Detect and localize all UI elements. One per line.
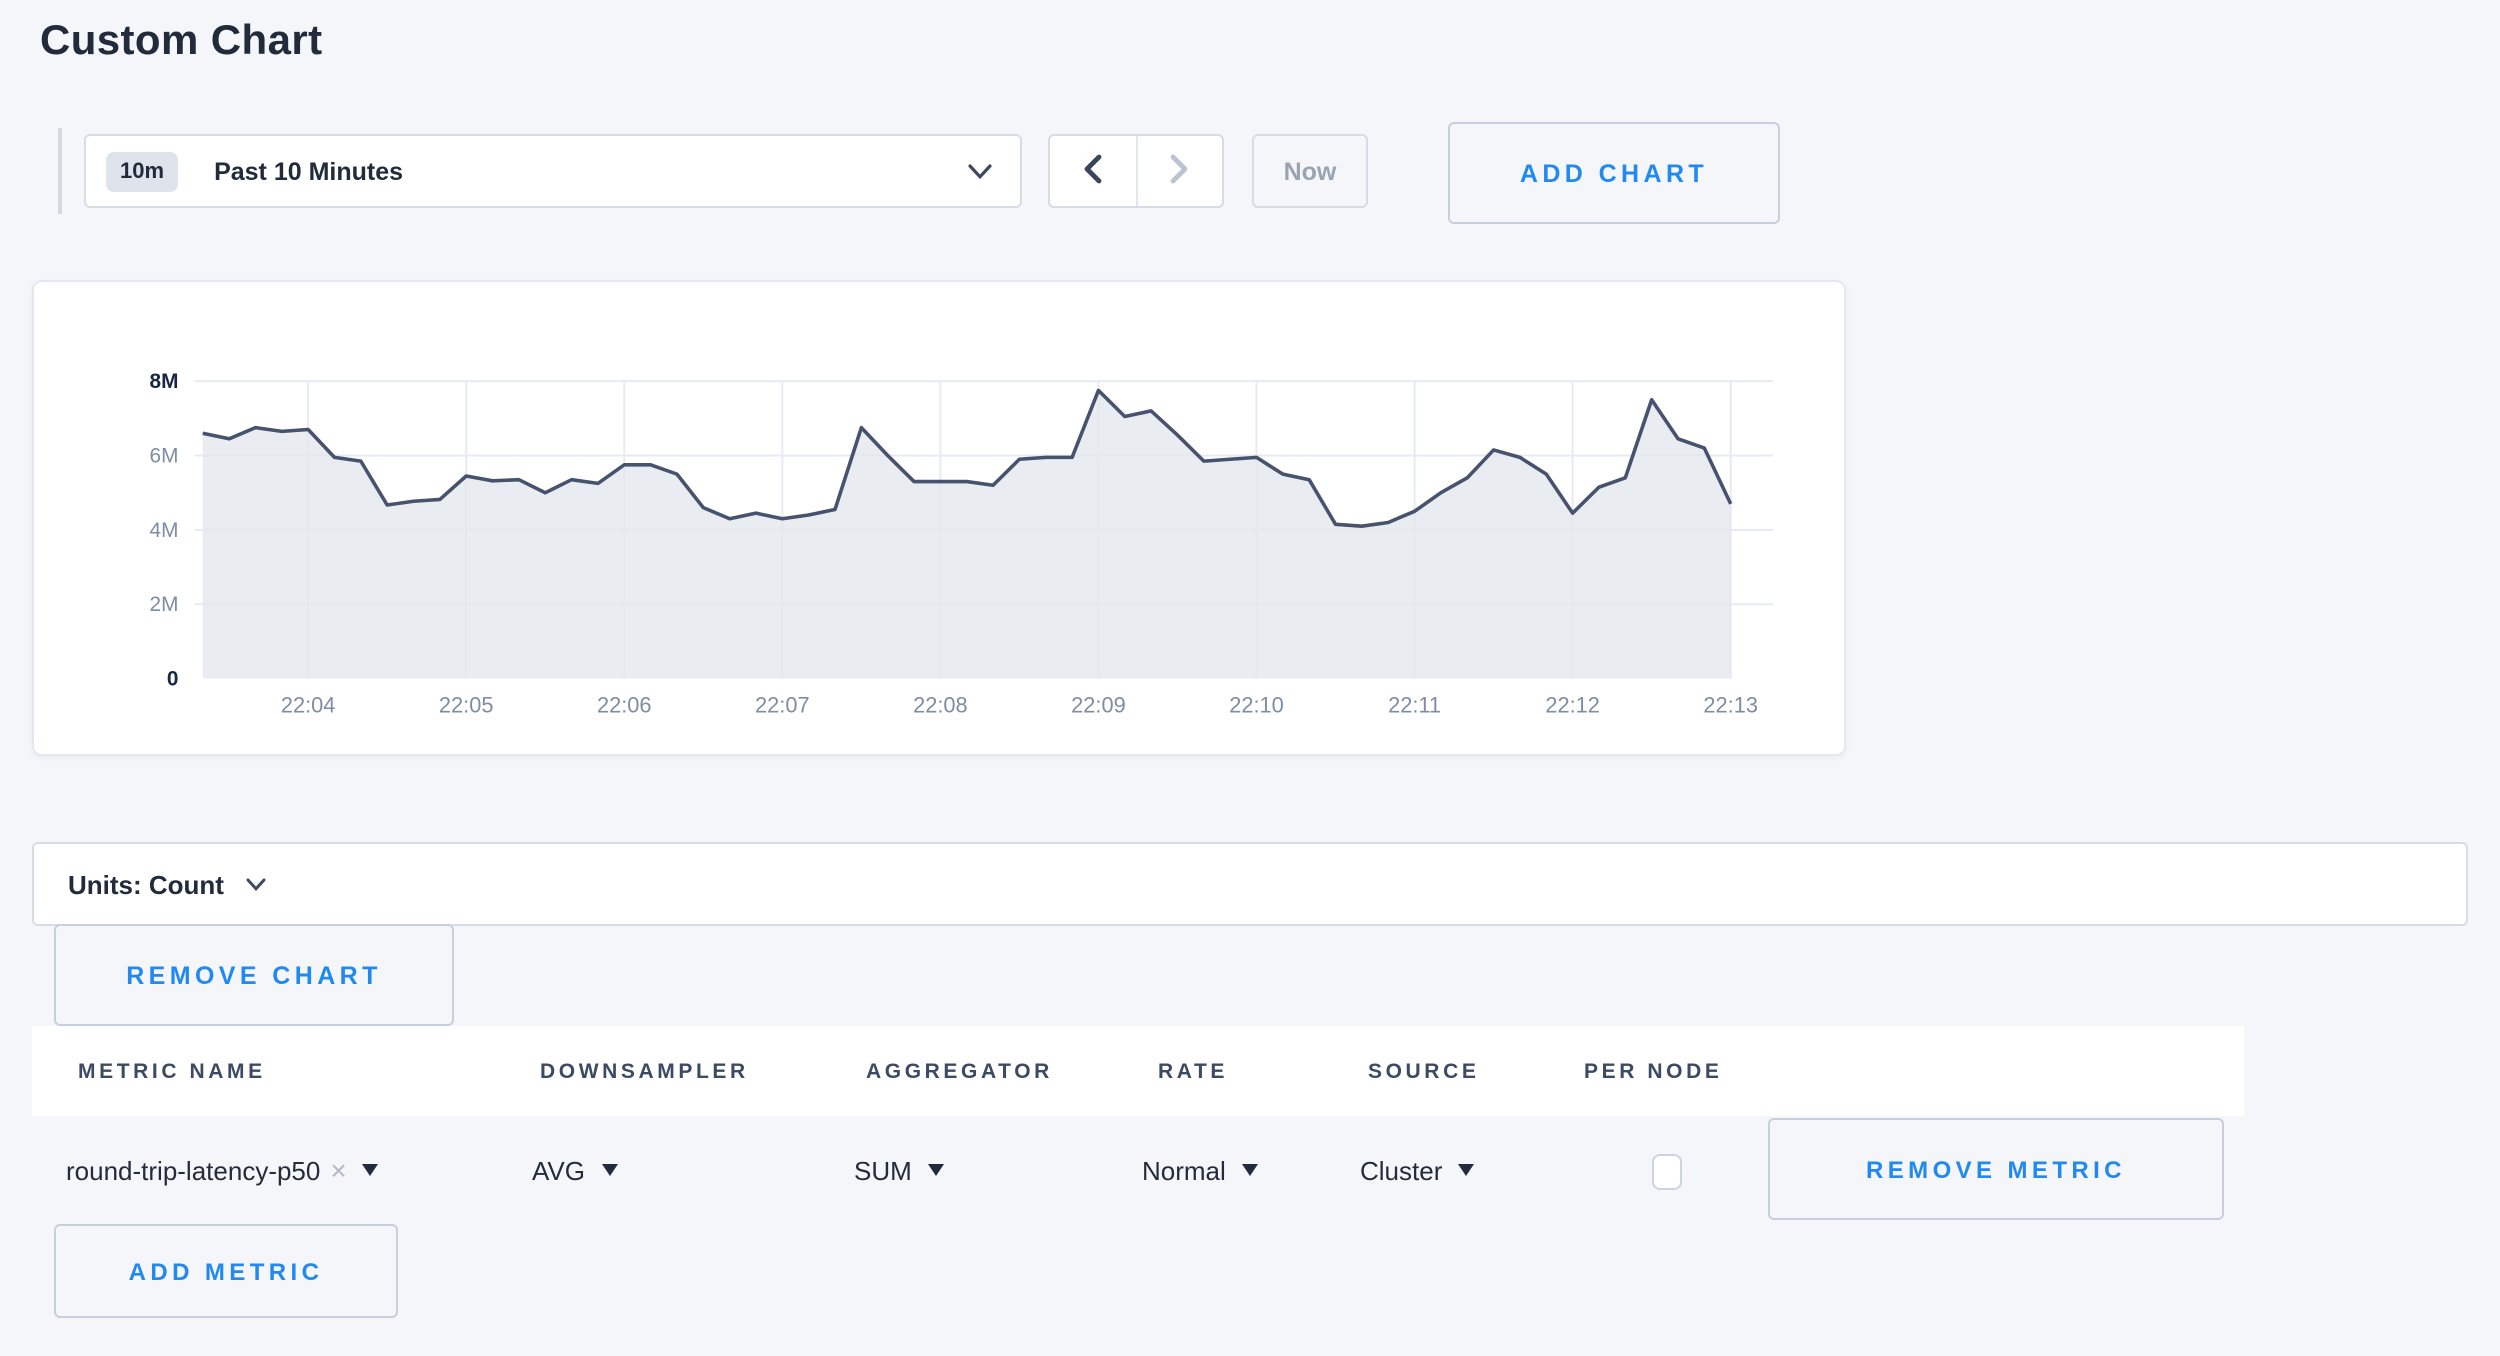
per-node-checkbox[interactable] <box>1652 1154 1682 1190</box>
x-axis-label: 22:07 <box>755 692 810 717</box>
x-axis-label: 22:08 <box>913 692 968 717</box>
time-range-dropdown[interactable]: 10m Past 10 Minutes <box>84 134 1022 208</box>
x-axis-label: 22:11 <box>1388 692 1441 717</box>
remove-chart-button[interactable]: REMOVE CHART <box>54 924 454 1026</box>
chevron-left-icon <box>1083 153 1103 189</box>
time-range-accent-line <box>58 128 62 214</box>
now-button[interactable]: Now <box>1252 134 1368 208</box>
caret-down-icon <box>927 1164 944 1176</box>
time-nav-group <box>1048 134 1224 208</box>
column-header-rate: RATE <box>1158 1059 1229 1083</box>
caret-down-icon <box>1458 1164 1475 1176</box>
rate-value: Normal <box>1142 1155 1226 1185</box>
aggregator-value: SUM <box>854 1155 912 1185</box>
column-header-metric-name: METRIC NAME <box>78 1059 266 1083</box>
downsampler-dropdown[interactable]: AVG <box>532 1116 617 1224</box>
source-dropdown[interactable]: Cluster <box>1360 1116 1475 1224</box>
source-value: Cluster <box>1360 1155 1443 1185</box>
y-axis-label: 0 <box>167 668 179 691</box>
metric-name-dropdown[interactable]: round-trip-latency-p50 × <box>66 1116 379 1224</box>
chart-series <box>202 388 1733 679</box>
x-axis-label: 22:13 <box>1703 692 1758 717</box>
metric-row: round-trip-latency-p50 × AVG SUM Normal … <box>32 1116 2468 1224</box>
column-header-source: SOURCE <box>1368 1059 1480 1083</box>
caret-down-icon <box>601 1164 617 1176</box>
chevron-down-icon <box>968 163 992 179</box>
time-next-button[interactable] <box>1135 136 1222 206</box>
units-dropdown[interactable]: Units: Count <box>32 842 2468 926</box>
column-header-downsampler: DOWNSAMPLER <box>540 1059 749 1083</box>
page-title: Custom Chart <box>40 18 323 64</box>
caret-down-icon <box>362 1164 379 1176</box>
downsampler-value: AVG <box>532 1155 585 1185</box>
x-axis-label: 22:12 <box>1545 692 1600 717</box>
chart-axis-labels: 8M 6M 4M 2M 0 22:04 22:05 22:06 22:07 22:08 22:09 2… <box>150 370 1758 717</box>
caret-down-icon <box>1241 1164 1258 1176</box>
y-axis-label: 6M <box>150 444 179 467</box>
x-axis-label: 22:10 <box>1229 692 1284 717</box>
x-axis-label: 22:05 <box>439 692 494 717</box>
add-chart-button[interactable]: ADD CHART <box>1448 122 1780 224</box>
x-axis-label: 22:06 <box>597 692 652 717</box>
y-axis-label: 2M <box>150 593 179 616</box>
add-metric-button[interactable]: ADD METRIC <box>54 1224 398 1318</box>
clear-metric-icon[interactable]: × <box>330 1154 347 1186</box>
time-range-badge: 10m <box>106 151 179 191</box>
column-header-aggregator: AGGREGATOR <box>866 1059 1053 1083</box>
units-label: Units: Count <box>68 869 224 899</box>
chevron-down-icon <box>246 877 266 891</box>
aggregator-dropdown[interactable]: SUM <box>854 1116 944 1224</box>
chart-card: 8M 6M 4M 2M 0 22:04 22:05 22:06 22:07 22:08 22:09 2… <box>32 280 1846 756</box>
x-axis-label: 22:09 <box>1071 692 1126 717</box>
y-axis-label: 4M <box>150 519 179 542</box>
metrics-table-header: METRIC NAME DOWNSAMPLER AGGREGATOR RATE … <box>32 1026 2244 1116</box>
time-range-label: Past 10 Minutes <box>214 157 404 185</box>
rate-dropdown[interactable]: Normal <box>1142 1116 1258 1224</box>
metric-area-chart: 8M 6M 4M 2M 0 22:04 22:05 22:06 22:07 22:08 22:09 2… <box>150 370 1773 717</box>
chevron-right-icon <box>1170 153 1190 189</box>
column-header-per-node: PER NODE <box>1584 1059 1723 1083</box>
x-axis-label: 22:04 <box>281 692 336 717</box>
time-prev-button[interactable] <box>1050 136 1135 206</box>
metric-name-value: round-trip-latency-p50 <box>66 1155 321 1185</box>
remove-metric-button[interactable]: REMOVE METRIC <box>1768 1118 2224 1220</box>
y-axis-label: 8M <box>150 370 179 393</box>
